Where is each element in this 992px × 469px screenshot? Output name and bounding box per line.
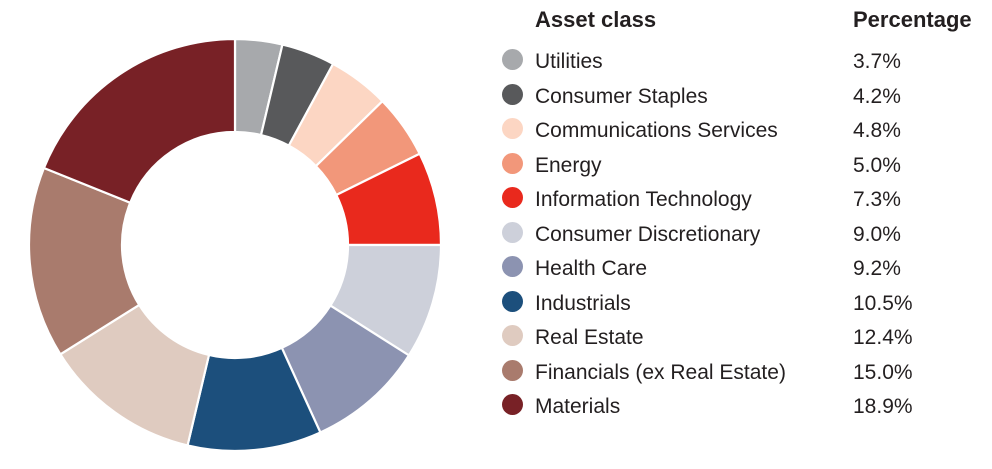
- legend-swatch-consumer-staples: [502, 83, 523, 105]
- legend-label-energy: Energy: [535, 153, 602, 177]
- legend-label-financials-ex-real-estate: Financials (ex Real Estate): [535, 360, 786, 384]
- legend-swatch-industrials: [502, 290, 523, 312]
- legend-header-row: Asset class Percentage: [502, 6, 988, 33]
- donut-slice-materials: [42, 37, 237, 204]
- legend-label-industrials: Industrials: [535, 291, 631, 315]
- legend-label-real-estate: Real Estate: [535, 326, 644, 350]
- legend-rows: Utilities 3.7% Consumer Staples 4.2% Communi…: [502, 45, 988, 425]
- legend-table: Asset class Percentage Utilities 3.7% Cons…: [502, 6, 988, 425]
- legend-label-materials: Materials: [535, 395, 621, 419]
- legend-row-communications-services: Communications Services 4.8%: [502, 114, 988, 149]
- legend-value-materials: 18.9%: [853, 395, 913, 419]
- legend-label-consumer-staples: Consumer Staples: [535, 84, 708, 108]
- legend-swatch-health-care: [502, 256, 523, 278]
- legend-value-information-technology: 7.3%: [853, 188, 901, 212]
- legend-swatch-communications-services: [502, 118, 523, 140]
- legend-value-real-estate: 12.4%: [853, 326, 913, 350]
- legend-value-energy: 5.0%: [853, 153, 901, 177]
- legend-row-industrials: Industrials 10.5%: [502, 287, 988, 322]
- legend-value-utilities: 3.7%: [853, 50, 901, 74]
- legend-value-consumer-discretionary: 9.0%: [853, 222, 901, 246]
- legend-value-consumer-staples: 4.2%: [853, 84, 901, 108]
- legend-row-consumer-discretionary: Consumer Discretionary 9.0%: [502, 218, 988, 253]
- legend-swatch-real-estate: [502, 325, 523, 347]
- legend-value-health-care: 9.2%: [853, 257, 901, 281]
- legend-row-financials-ex-real-estate: Financials (ex Real Estate) 15.0%: [502, 356, 988, 391]
- legend-swatch-materials: [502, 394, 523, 416]
- legend-row-utilities: Utilities 3.7%: [502, 45, 988, 80]
- legend-label-consumer-discretionary: Consumer Discretionary: [535, 222, 761, 246]
- donut-chart: [27, 37, 443, 453]
- legend-label-utilities: Utilities: [535, 50, 603, 74]
- legend-row-materials: Materials 18.9%: [502, 390, 988, 425]
- legend-row-health-care: Health Care 9.2%: [502, 252, 988, 287]
- legend-label-information-technology: Information Technology: [535, 188, 752, 212]
- legend-swatch-financials-ex-real-estate: [502, 359, 523, 381]
- legend-header-percentage: Percentage: [853, 6, 972, 32]
- legend-swatch-information-technology: [502, 187, 523, 209]
- legend-row-consumer-staples: Consumer Staples 4.2%: [502, 80, 988, 115]
- legend-label-communications-services: Communications Services: [535, 119, 778, 143]
- legend-swatch-consumer-discretionary: [502, 221, 523, 243]
- legend-label-health-care: Health Care: [535, 257, 648, 281]
- legend-swatch-energy: [502, 152, 523, 174]
- legend-value-industrials: 10.5%: [853, 291, 913, 315]
- legend-header-asset-class: Asset class: [535, 6, 657, 32]
- legend-swatch-utilities: [502, 49, 523, 71]
- legend-value-financials-ex-real-estate: 15.0%: [853, 360, 913, 384]
- legend-row-information-technology: Information Technology 7.3%: [502, 183, 988, 218]
- legend-row-real-estate: Real Estate 12.4%: [502, 321, 988, 356]
- legend-value-communications-services: 4.8%: [853, 119, 901, 143]
- legend-row-energy: Energy 5.0%: [502, 149, 988, 184]
